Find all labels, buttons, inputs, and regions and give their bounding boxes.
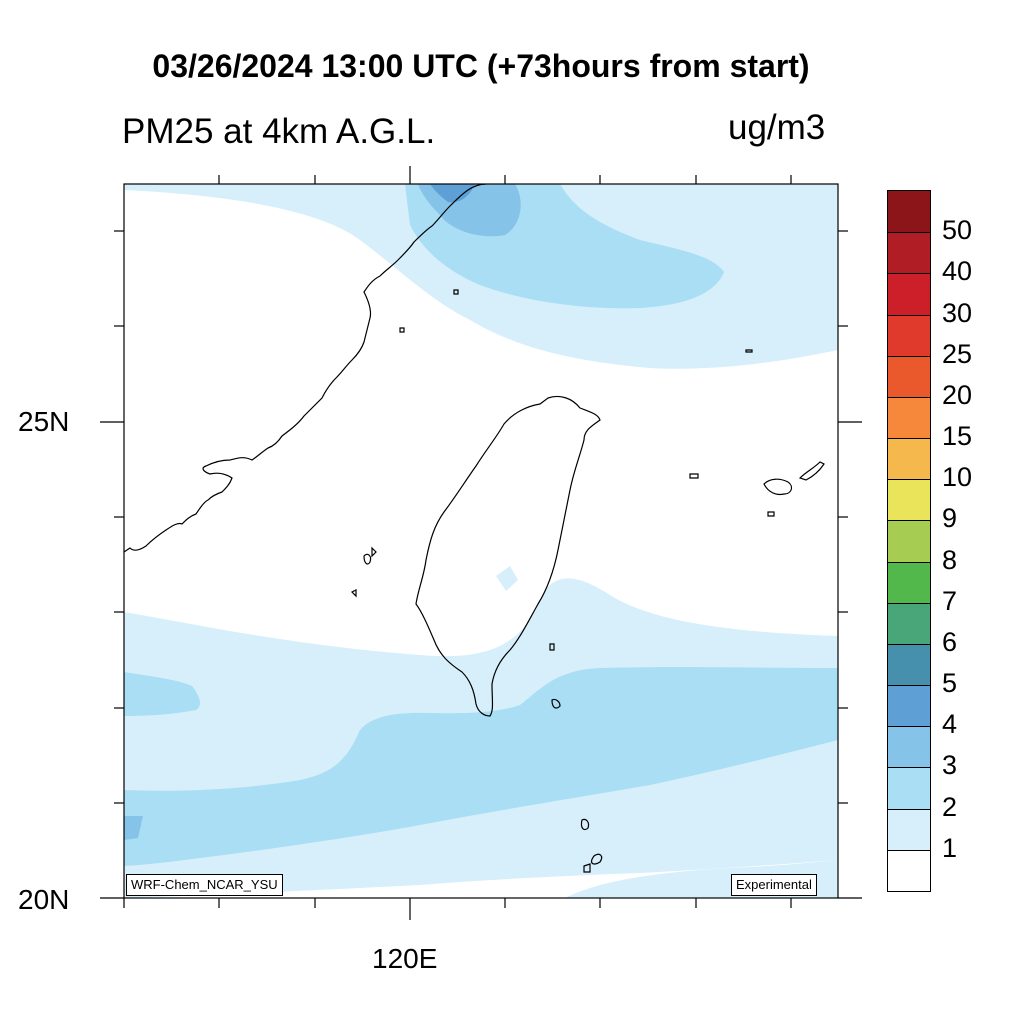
colorbar-segment (888, 273, 930, 315)
colorbar-segment (888, 561, 930, 603)
colorbar-level-label: 15 (942, 421, 973, 452)
colorbar-level-label: 1 (942, 832, 958, 863)
colorbar-segment (888, 520, 930, 562)
contour-2-3-south (124, 667, 838, 866)
colorbar-segment (888, 602, 930, 644)
colorbar-level-label: 4 (942, 709, 958, 740)
status-label: Experimental (731, 874, 817, 896)
contour-2-3-west (124, 672, 200, 716)
colorbar-segment (888, 355, 930, 397)
colorbar-level-label: 2 (942, 791, 958, 822)
colorbar-level-label: 3 (942, 750, 958, 781)
coastlines (124, 184, 825, 873)
colorbar-segment (888, 438, 930, 480)
colorbar-level-label: 30 (942, 297, 973, 328)
pm25-contours (124, 184, 838, 898)
colorbar-level-label: 50 (942, 215, 973, 246)
colorbar-segment (888, 767, 930, 809)
lon-label-120e: 120E (372, 943, 438, 974)
coastline-lutao (549, 643, 555, 651)
colorbar-level-label: 25 (942, 338, 973, 369)
coastline-ryukyu (689, 349, 825, 517)
colorbar-segment (888, 191, 930, 233)
contour-3-4-sw (124, 816, 143, 840)
colorbar-level-label: 6 (942, 626, 958, 657)
variable-title: PM25 at 4km A.G.L. (122, 112, 436, 151)
colorbar-segment (888, 643, 930, 686)
colorbar-segment (888, 232, 930, 274)
colorbar-segment (888, 808, 930, 850)
contour-4-5-north (430, 184, 475, 203)
colorbar (887, 190, 931, 892)
lat-label-25n: 25N (18, 406, 70, 437)
colorbar-segment (888, 849, 930, 891)
contour-2-3-small (496, 566, 518, 591)
model-label: WRF-Chem_NCAR_YSU (126, 874, 283, 896)
colorbar-level-label: 10 (942, 462, 973, 493)
lat-label-20n: 20N (18, 884, 70, 915)
coastline-taiwan (415, 395, 601, 717)
colorbar-level-label: 40 (942, 256, 973, 287)
colorbar-level-label: 20 (942, 379, 973, 410)
plot-frame (123, 183, 839, 899)
colorbar-segment (888, 726, 930, 768)
coastline-lanyu (551, 698, 561, 709)
colorbar-level-label: 8 (942, 544, 958, 575)
colorbar-segment (888, 396, 930, 439)
colorbar-segment (888, 685, 930, 727)
colorbar-level-label: 9 (942, 503, 958, 534)
coastline-philippine-islands (580, 818, 603, 873)
main-title: 03/26/2024 13:00 UTC (+73hours from star… (152, 48, 810, 84)
unit-label: ug/m3 (728, 108, 826, 147)
colorbar-segment (888, 479, 930, 521)
axis-ticks (100, 166, 862, 920)
coastline-matsu (399, 289, 459, 333)
colorbar-segment (888, 314, 930, 356)
colorbar-level-label: 5 (942, 668, 958, 699)
coastline-china (124, 184, 487, 553)
coastline-penghu (350, 546, 377, 598)
colorbar-level-label: 7 (942, 585, 958, 616)
